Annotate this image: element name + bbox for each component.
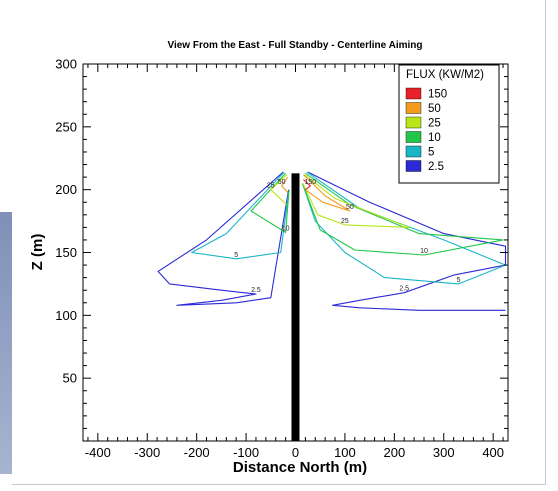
legend-swatch <box>406 88 421 99</box>
x-tick-label: 400 <box>482 445 504 460</box>
contour-line-10-north <box>302 173 503 255</box>
chart-title: View From the East - Full Standby - Cent… <box>167 40 422 51</box>
contour-label: 10 <box>420 248 428 255</box>
y-tick-label: 200 <box>55 182 77 197</box>
y-axis-title: Z (m) <box>29 234 46 271</box>
contour-label: 10 <box>282 225 290 232</box>
x-tick-label: -300 <box>134 445 160 460</box>
legend-label: 2.5 <box>428 161 444 173</box>
x-tick-label: 0 <box>292 445 299 460</box>
y-tick-label: 50 <box>63 371 77 386</box>
x-axis-title: Distance North (m) <box>233 459 367 476</box>
legend-title: FLUX (KW/M2) <box>406 69 484 81</box>
contour-line-5-north <box>302 172 505 284</box>
tower <box>292 173 300 441</box>
x-tick-label: -100 <box>233 445 259 460</box>
contour-label: 150 <box>304 179 316 186</box>
contour-label: 2.5 <box>399 286 409 293</box>
legend: FLUX (KW/M2) 150 50 25 10 5 2.5 <box>399 65 499 183</box>
x-tick-label: 200 <box>383 445 405 460</box>
x-tick-label: -400 <box>85 445 111 460</box>
legend-label: 50 <box>428 103 441 115</box>
contour-label: 50 <box>278 179 286 186</box>
x-tick-label: 100 <box>334 445 356 460</box>
y-tick-label: 100 <box>55 308 77 323</box>
contour-label: 5 <box>234 252 238 259</box>
legend-swatch <box>406 103 421 114</box>
legend-swatch <box>406 146 421 157</box>
contour-label: 25 <box>267 183 275 190</box>
contour-label: 5 <box>457 277 461 284</box>
legend-swatch <box>406 161 421 172</box>
legend-swatch <box>406 132 421 143</box>
legend-label: 25 <box>428 118 441 130</box>
x-tick-label: -200 <box>184 445 210 460</box>
legend-swatch <box>406 117 421 128</box>
y-tick-label: 250 <box>55 119 77 134</box>
contour-label: 50 <box>346 204 354 211</box>
contour-label: 2.5 <box>251 287 261 294</box>
y-tick-label: 150 <box>55 245 77 260</box>
legend-label: 5 <box>428 147 434 159</box>
legend-label: 10 <box>428 132 441 144</box>
x-tick-label: 300 <box>433 445 455 460</box>
legend-label: 150 <box>428 89 447 101</box>
contour-label: 25 <box>341 218 349 225</box>
y-tick-label: 300 <box>55 57 77 72</box>
